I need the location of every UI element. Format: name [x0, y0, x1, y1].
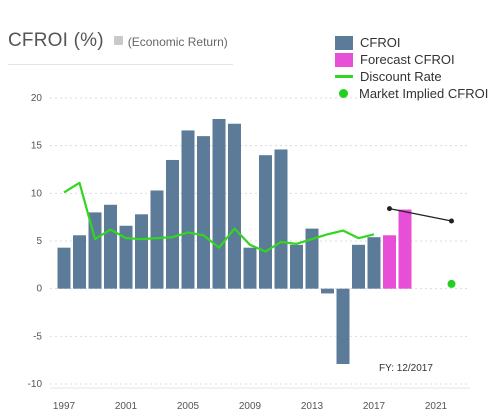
legend-item-discount-rate[interactable]: Discount Rate: [335, 68, 488, 85]
y-tick-label: -5: [33, 331, 42, 342]
y-tick-label: 10: [31, 188, 43, 199]
legend-swatch-forecast-cfroi: [335, 52, 353, 67]
chart-legend: CFROI Forecast CFROI Discount Rate Marke…: [335, 34, 488, 102]
x-tick-label: 1997: [53, 401, 76, 412]
header-divider: [8, 64, 233, 65]
x-tick-label: 2013: [301, 401, 324, 412]
chart-header: CFROI (%) (Economic Return): [8, 30, 228, 60]
legend-label-discount-rate: Discount Rate: [360, 69, 442, 84]
fiscal-year-note: FY: 12/2017: [379, 363, 433, 374]
cfroi-bar: [259, 155, 272, 289]
y-tick-label: -10: [28, 379, 43, 390]
legend-swatch-discount-rate: [335, 75, 353, 78]
cfroi-bar: [181, 130, 195, 289]
market-implied-cfroi-point: [447, 279, 456, 288]
legend-label-forecast-cfroi: Forecast CFROI: [360, 52, 455, 67]
cfroi-bar: [57, 247, 71, 289]
chart-title: CFROI (%): [8, 30, 104, 51]
cfroi-bar: [290, 244, 303, 289]
forecast-cfroi-bar: [398, 209, 412, 289]
legend-item-cfroi[interactable]: CFROI: [335, 34, 488, 51]
y-tick-label: 20: [31, 93, 43, 104]
x-tick-label: 2021: [425, 401, 448, 412]
cfroi-bar: [228, 123, 241, 289]
forecast-cfroi-bar: [383, 235, 396, 289]
legend-label-market-implied-cfroi: Market Implied CFROI: [359, 86, 489, 101]
cfroi-bar: [197, 136, 210, 289]
x-tick-label: 2001: [115, 401, 138, 412]
market-implied-trend-marker: [449, 218, 454, 224]
cfroi-bar: [166, 159, 179, 289]
cfroi-bar: [150, 190, 164, 289]
discount-rate-line: [63, 181, 375, 253]
cfroi-bar: [274, 149, 288, 289]
info-icon[interactable]: [113, 36, 123, 45]
legend-item-market-implied-cfroi[interactable]: Market Implied CFROI: [335, 85, 488, 102]
x-tick-label: 2009: [239, 401, 262, 412]
cfroi-bar: [336, 288, 350, 364]
market-implied-trend-line: [389, 207, 452, 222]
cfroi-bar: [243, 247, 257, 289]
chart-subtitle: (Economic Return): [127, 35, 228, 49]
cfroi-bar: [321, 288, 334, 294]
x-tick-label: 2017: [363, 401, 386, 412]
x-tick-label: 2005: [177, 401, 200, 412]
cfroi-bar: [352, 244, 365, 289]
cfroi-bar: [367, 237, 381, 289]
y-tick-label: 15: [31, 141, 43, 152]
y-tick-label: 5: [36, 236, 42, 247]
legend-label-cfroi: CFROI: [360, 35, 401, 50]
y-tick-label: 0: [36, 284, 42, 295]
cfroi-bar: [135, 214, 148, 289]
cfroi-bar: [212, 118, 226, 289]
legend-item-forecast-cfroi[interactable]: Forecast CFROI: [335, 51, 488, 68]
cfroi-bar: [104, 204, 117, 289]
cfroi-bar: [119, 225, 133, 289]
cfroi-bar: [305, 228, 319, 289]
cfroi-bar: [88, 212, 102, 289]
cfroi-bar: [73, 235, 86, 289]
market-implied-trend-marker: [387, 206, 392, 212]
legend-swatch-cfroi: [335, 35, 353, 50]
legend-swatch-market-implied-cfroi: [339, 89, 348, 98]
